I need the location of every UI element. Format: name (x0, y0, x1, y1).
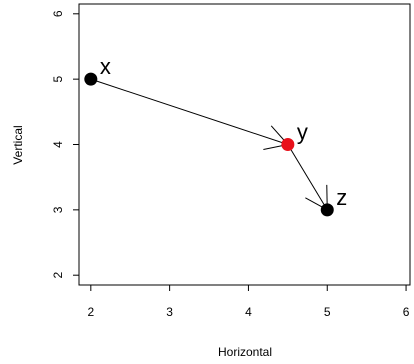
x-tick-label: 4 (245, 305, 252, 319)
point-label-y: y (297, 120, 308, 145)
x-tick-label: 3 (166, 305, 173, 319)
point-label-z: z (336, 185, 347, 210)
x-axis-title: Horizontal (218, 345, 272, 359)
y-tick-label: 3 (51, 206, 65, 213)
points (84, 72, 334, 217)
point-x (84, 72, 98, 86)
arrow-y-z (287, 144, 328, 211)
x-tick-label: 5 (324, 305, 331, 319)
y-tick-label: 2 (51, 272, 65, 279)
y-axis: 2 3 4 5 6 (51, 10, 79, 279)
y-axis-title: Vertical (11, 125, 25, 164)
y-tick-label: 6 (51, 10, 65, 17)
arrow-shaft (90, 78, 289, 145)
arrow-x-y (90, 78, 289, 151)
point-labels: x y z (100, 54, 347, 210)
x-axis: 2 3 4 5 6 (87, 285, 410, 319)
plot-frame (78, 3, 411, 286)
point-z (320, 203, 334, 217)
x-tick-label: 2 (87, 305, 94, 319)
arrow-shaft (287, 144, 328, 211)
y-tick-label: 5 (51, 75, 65, 82)
y-tick-label: 4 (51, 141, 65, 148)
x-tick-label: 6 (403, 305, 410, 319)
point-y (281, 138, 295, 151)
point-label-x: x (100, 54, 111, 79)
